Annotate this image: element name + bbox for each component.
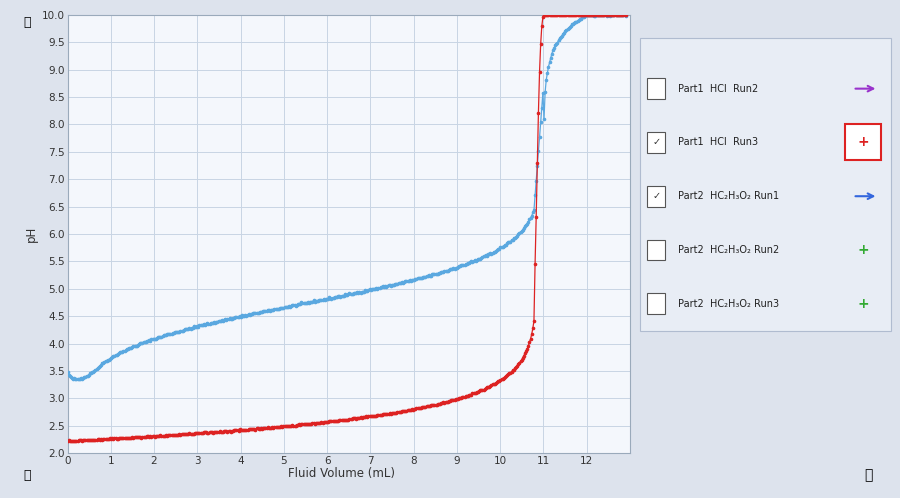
Text: 🔓: 🔓	[865, 469, 873, 483]
Text: +: +	[857, 243, 868, 257]
Text: +: +	[857, 297, 868, 311]
Bar	[647, 186, 665, 207]
Text: Part2  HC₂H₃O₂ Run2: Part2 HC₂H₃O₂ Run2	[679, 245, 779, 255]
Text: Fluid Volume (mL): Fluid Volume (mL)	[289, 467, 395, 480]
Text: ✓: ✓	[652, 137, 661, 147]
Text: +: +	[857, 135, 868, 149]
Text: 📈: 📈	[23, 469, 31, 482]
Text: Part1  HCl  Run3: Part1 HCl Run3	[679, 137, 759, 147]
Text: 🔒: 🔒	[23, 16, 31, 29]
Text: Part2  HC₂H₃O₂ Run1: Part2 HC₂H₃O₂ Run1	[679, 191, 779, 201]
Bar	[647, 293, 665, 314]
Text: Part2  HC₂H₃O₂ Run3: Part2 HC₂H₃O₂ Run3	[679, 299, 779, 309]
Text: ✓: ✓	[652, 191, 661, 201]
Bar	[647, 78, 665, 99]
Text: Part1  HCl  Run2: Part1 HCl Run2	[679, 84, 759, 94]
Bar	[845, 124, 881, 160]
Y-axis label: pH: pH	[24, 226, 38, 242]
Bar	[647, 240, 665, 260]
FancyBboxPatch shape	[640, 38, 891, 331]
Bar	[647, 132, 665, 153]
